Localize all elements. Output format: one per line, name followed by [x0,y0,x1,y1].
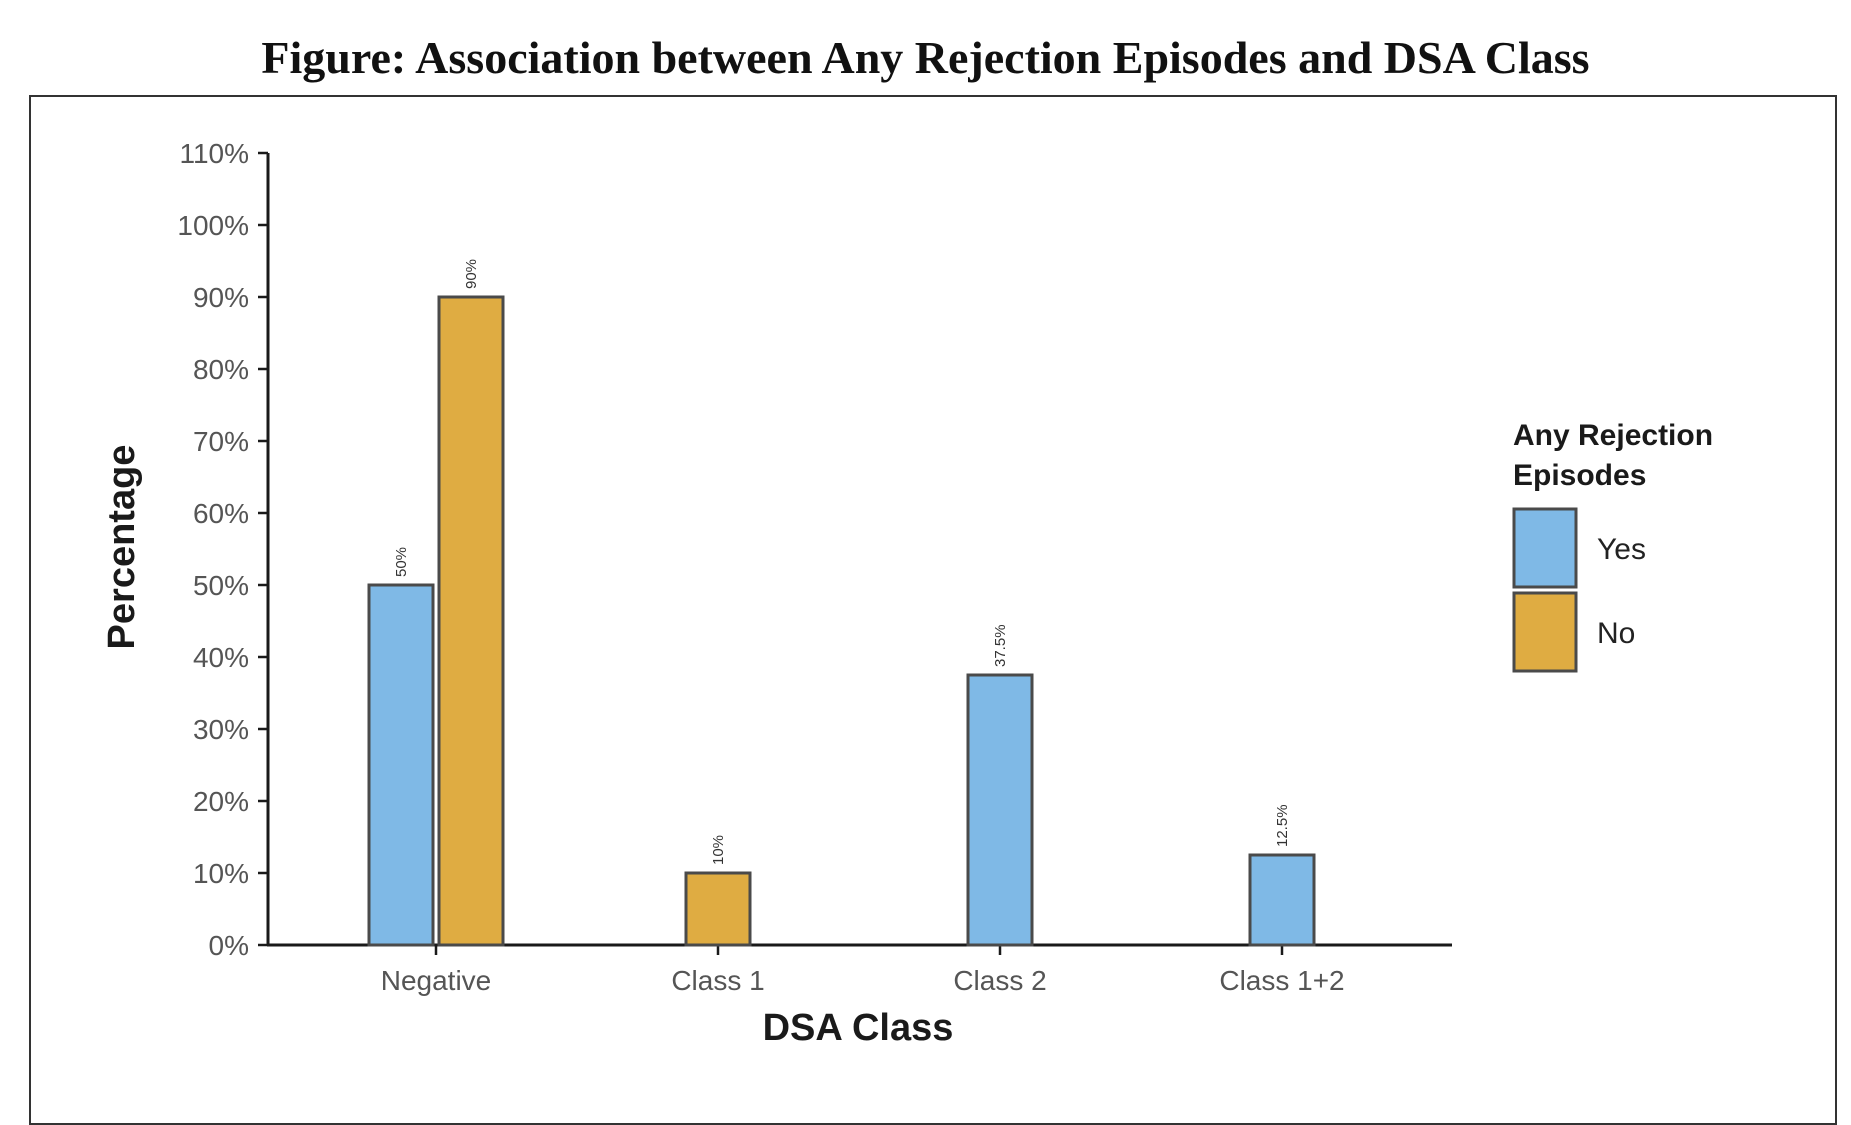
x-tick-label: Class 1 [671,965,764,996]
y-tick-label: 70% [193,426,249,457]
x-tick-label: Class 1+2 [1219,965,1344,996]
data-label: 90% [463,259,480,289]
y-axis-title: Percentage [101,445,143,650]
legend-title: Any Rejection [1513,419,1713,452]
y-tick-label: 80% [193,354,249,385]
y-tick-label: 40% [193,642,249,673]
data-label: 50% [393,547,410,577]
y-tick-label: 100% [177,210,249,241]
bar-no-class-1 [684,871,752,947]
bars [367,295,1316,947]
y-tick-label: 110% [179,138,249,169]
bar-yes-class-2 [966,673,1034,947]
y-tick-label: 60% [193,498,249,529]
y-tick-label: 20% [193,786,249,817]
bar-no-negative [437,295,505,947]
data-label: 10% [710,835,727,865]
legend: Any Rejection Episodes Yes No [1512,419,1713,673]
x-tick-label: Negative [381,965,492,996]
bar-yes-negative [367,583,435,947]
y-tick-label: 30% [193,714,249,745]
data-labels: 50% 90% 10% 37.5% 12.5% [393,259,1291,865]
figure-title: Figure: Association between Any Rejectio… [261,32,1590,83]
data-label: 37.5% [992,624,1009,667]
legend-swatch-no [1512,591,1578,673]
y-tick-label: 0% [209,930,249,961]
legend-label-no: No [1597,617,1635,650]
y-tick-label: 10% [193,858,249,889]
x-tick-label: Class 2 [953,965,1046,996]
y-axis: 0% 10% 20% 30% 40% 50% 60% 70% 80% 90% 100% 110% [177,138,270,961]
bar-yes-class-1-2 [1248,853,1316,947]
data-label: 12.5% [1274,804,1291,847]
legend-label-yes: Yes [1597,533,1646,566]
legend-swatch-yes [1512,507,1578,589]
x-axis: Negative Class 1 Class 2 Class 1+2 [267,943,1452,996]
x-axis-title: DSA Class [763,1007,954,1049]
legend-title: Episodes [1513,459,1646,492]
y-tick-label: 50% [193,570,249,601]
y-tick-label: 90% [193,282,249,313]
